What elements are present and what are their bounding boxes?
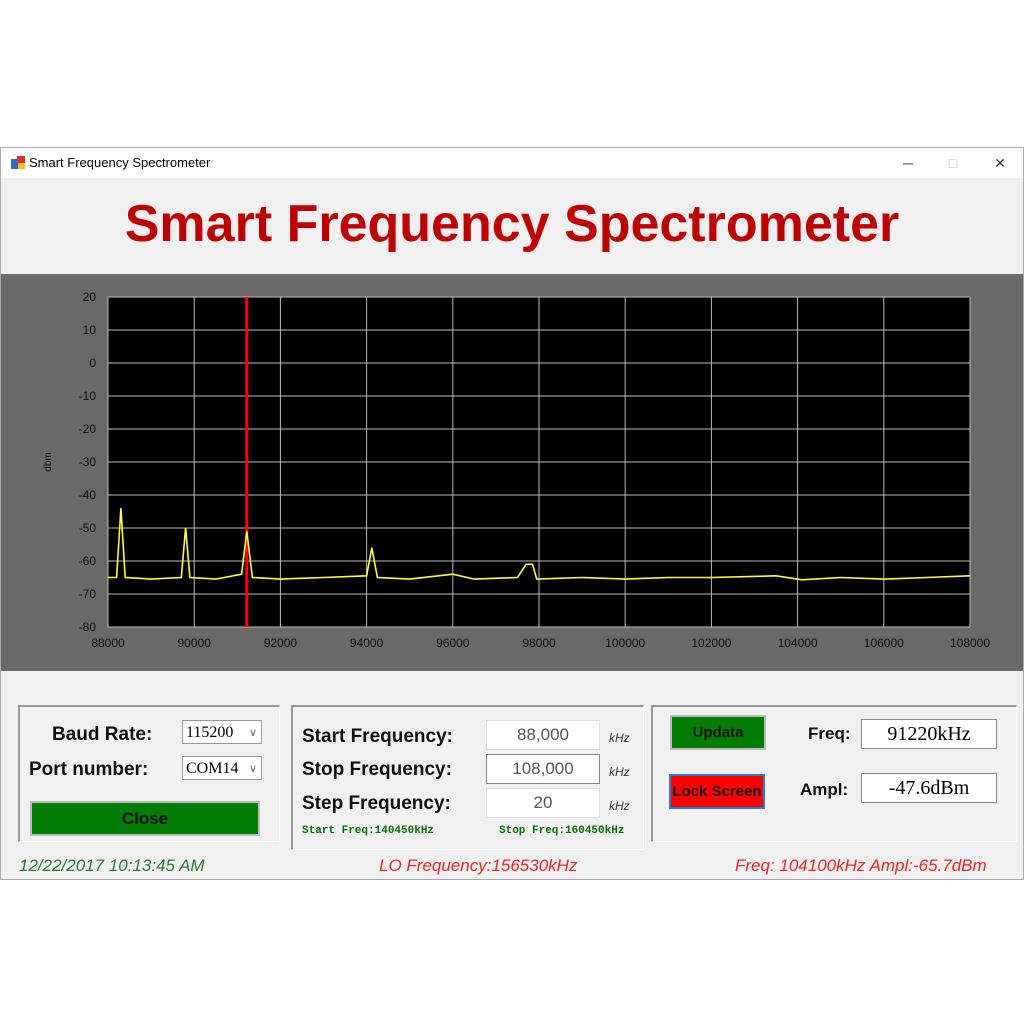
ampl-value: -47.6dBm [861,773,997,803]
x-tick-label: 106000 [864,636,904,650]
step-frequency-label: Step Frequency: [302,793,451,814]
lock-screen-button[interactable]: Lock Screen [669,774,765,809]
chevron-down-icon: ∨ [248,763,257,775]
y-tick-label: -50 [79,521,97,535]
freq-label: Freq: [808,724,851,743]
spectrum-chart-panel: 88000 90000 92000 94000 96000 98000 100000 1020… [1,274,1023,671]
app-icon [11,156,25,169]
update-button[interactable]: Updata [670,715,766,750]
maximize-button[interactable]: □ [948,155,958,171]
chevron-down-icon: ∨ [248,727,257,739]
spectrum-trace [108,508,971,581]
port-number-select[interactable]: COM14 ∨ [182,756,262,780]
x-tick-label: 90000 [178,636,212,650]
stop-frequency-input[interactable]: 108,000 [486,754,600,784]
start-frequency-label: Start Frequency: [302,726,453,747]
x-tick-label: 96000 [436,636,470,650]
x-tick-label: 108000 [950,636,990,650]
y-tick-label: 0 [89,356,96,370]
connection-group: Baud Rate: 115200 ∨ Port number: COM14 ∨ C… [18,705,280,842]
ampl-label: Ampl: [800,780,849,799]
y-tick-label: -70 [79,587,97,601]
baud-rate-select[interactable]: 115200 ∨ [182,720,262,744]
close-window-button[interactable]: ✕ [994,155,1006,171]
start-frequency-input[interactable]: 88,000 [486,720,600,750]
stop-freq-info: Stop Freq:160450kHz [499,825,625,837]
close-port-button[interactable]: Close [30,801,260,836]
y-tick-label: 20 [83,290,97,304]
header: Smart Frequency Spectrometer [1,178,1023,274]
y-tick-label: -60 [79,554,97,568]
freq-value: 91220kHz [861,719,997,749]
app-window: Smart Frequency Spectrometer ─ □ ✕ Smart… [0,147,1024,880]
x-tick-label: 88000 [91,636,125,650]
x-tick-label: 102000 [691,636,731,650]
x-tick-label: 94000 [350,636,384,650]
x-tick-label: 98000 [522,636,556,650]
stop-frequency-label: Stop Frequency: [302,759,452,780]
port-number-value: COM14 [186,760,239,777]
window-title: Smart Frequency Spectrometer [29,155,211,170]
y-tick-label: -10 [79,389,97,403]
unit-label: kHz [609,765,630,779]
minimize-button[interactable]: ─ [903,155,913,171]
y-tick-label: -80 [79,620,97,634]
y-tick-label: -30 [79,455,97,469]
y-tick-label: -20 [79,422,97,436]
title-bar: Smart Frequency Spectrometer ─ □ ✕ [1,148,1023,178]
baud-rate-value: 115200 [186,724,234,741]
app-heading: Smart Frequency Spectrometer [124,195,900,253]
spectrum-chart[interactable]: 88000 90000 92000 94000 96000 98000 100000 1020… [1,274,1023,671]
port-number-label: Port number: [29,759,149,780]
step-frequency-input[interactable]: 20 [486,788,600,818]
x-tick-label: 104000 [778,636,818,650]
cursor-status: Freq: 104100kHz Ampl:-65.7dBm [735,856,987,875]
start-freq-info: Start Freq:140450kHz [302,825,435,837]
baud-rate-label: Baud Rate: [52,724,153,745]
lo-frequency-status: LO Frequency:156530kHz [379,856,578,875]
marker-group: Updata Freq: 91220kHz Lock Screen Ampl: … [651,705,1017,842]
frequency-group: Start Frequency: 88,000 kHz Stop Frequen… [291,705,644,850]
unit-label: kHz [609,799,630,813]
y-axis-label: dbm [43,452,54,471]
unit-label: kHz [609,731,630,745]
y-tick-label: 10 [83,323,97,337]
datetime-status: 12/22/2017 10:13:45 AM [19,856,205,875]
x-tick-label: 100000 [605,636,645,650]
x-tick-label: 92000 [264,636,298,650]
y-tick-label: -40 [79,488,97,502]
